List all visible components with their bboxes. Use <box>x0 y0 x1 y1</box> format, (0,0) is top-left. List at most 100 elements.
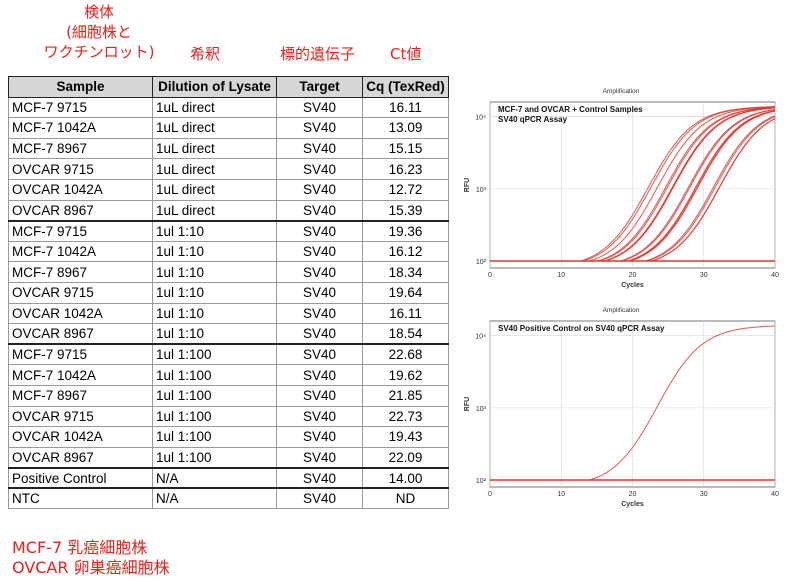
cell-dilution[interactable]: 1uL direct <box>152 178 277 201</box>
y-tick-label: 10³ <box>476 406 487 413</box>
cell-sample[interactable]: MCF-7 8967 <box>8 137 153 160</box>
cell-target[interactable]: SV40 <box>276 117 363 139</box>
cell-target[interactable]: SV40 <box>276 384 363 407</box>
cell-dilution[interactable]: 1ul 1:10 <box>152 302 277 325</box>
cell-sample[interactable]: OVCAR 8967 <box>8 323 153 345</box>
cell-sample[interactable]: OVCAR 9715 <box>8 281 153 304</box>
cell-target[interactable]: SV40 <box>276 281 363 304</box>
table-row: MCF-7 9715 1ul 1:10 SV40 19.36 <box>8 219 449 242</box>
cell-target[interactable]: SV40 <box>276 261 363 283</box>
cell-cq[interactable]: 13.09 <box>362 117 449 139</box>
x-tick-label: 10 <box>557 491 565 498</box>
cell-cq[interactable]: 15.39 <box>362 199 449 222</box>
cell-target[interactable]: SV40 <box>276 96 363 119</box>
cell-target[interactable]: SV40 <box>276 323 363 345</box>
cell-cq[interactable]: 16.11 <box>362 96 449 119</box>
cell-target[interactable]: SV40 <box>276 343 363 366</box>
cell-sample[interactable]: OVCAR 8967 <box>8 446 153 469</box>
cell-cq[interactable]: 19.64 <box>362 281 449 304</box>
chart-title: MCF-7 and OVCAR + Control Samples <box>498 105 643 114</box>
x-tick-label: 30 <box>700 491 708 498</box>
cell-sample[interactable]: NTC <box>8 487 153 510</box>
cell-dilution[interactable]: 1uL direct <box>152 137 277 160</box>
cell-dilution[interactable]: N/A <box>152 487 277 510</box>
cell-cq[interactable]: 22.73 <box>362 405 449 428</box>
cell-sample[interactable]: MCF-7 9715 <box>8 343 153 366</box>
cell-cq[interactable]: 16.11 <box>362 302 449 325</box>
cell-dilution[interactable]: 1uL direct <box>152 199 277 222</box>
cell-dilution[interactable]: 1ul 1:10 <box>152 240 277 263</box>
cell-cq[interactable]: 19.43 <box>362 426 449 448</box>
x-tick-label: 10 <box>557 272 565 279</box>
cell-sample[interactable]: OVCAR 9715 <box>8 158 153 180</box>
cell-target[interactable]: SV40 <box>276 446 363 469</box>
cell-target[interactable]: SV40 <box>276 302 363 325</box>
cell-cq[interactable]: 18.54 <box>362 323 449 345</box>
cell-target[interactable]: SV40 <box>276 137 363 160</box>
cell-dilution[interactable]: 1uL direct <box>152 117 277 139</box>
cell-cq[interactable]: 22.68 <box>362 343 449 366</box>
cell-cq[interactable]: 18.34 <box>362 261 449 283</box>
cell-dilution[interactable]: 1ul 1:100 <box>152 446 277 469</box>
cell-cq[interactable]: 21.85 <box>362 384 449 407</box>
cell-dilution[interactable]: N/A <box>152 466 277 489</box>
cell-target[interactable]: SV40 <box>276 219 363 242</box>
cell-sample[interactable]: Positive Control <box>8 466 153 489</box>
cell-cq[interactable]: 12.72 <box>362 178 449 201</box>
cell-dilution[interactable]: 1ul 1:100 <box>152 384 277 407</box>
cell-sample[interactable]: MCF-7 9715 <box>8 219 153 242</box>
cell-sample[interactable]: MCF-7 1042A <box>8 364 153 386</box>
cell-dilution[interactable]: 1ul 1:10 <box>152 219 277 242</box>
x-axis-label: Cycles <box>621 282 644 289</box>
chart-header: Amplification <box>603 88 640 95</box>
cell-cq[interactable]: 16.23 <box>362 158 449 180</box>
cell-cq[interactable]: 19.36 <box>362 219 449 242</box>
cell-cq[interactable]: 15.15 <box>362 137 449 160</box>
chart-header: Amplification <box>603 307 640 314</box>
cell-dilution[interactable]: 1uL direct <box>152 96 277 119</box>
amplification-plot-control: Amplification 0 10 20 30 40 10² 10³ 10⁴ Cycles RFU… <box>464 307 779 508</box>
cell-dilution[interactable]: 1ul 1:100 <box>152 426 277 448</box>
cell-cq[interactable]: 22.09 <box>362 446 449 469</box>
cell-target[interactable]: SV40 <box>276 240 363 263</box>
cell-dilution[interactable]: 1ul 1:10 <box>152 323 277 345</box>
cell-cq[interactable]: ND <box>362 487 449 510</box>
cell-cq[interactable]: 19.62 <box>362 364 449 386</box>
table-row: OVCAR 8967 1ul 1:100 SV40 22.09 <box>8 446 449 469</box>
cell-target[interactable]: SV40 <box>276 426 363 448</box>
y-tick-label: 10² <box>476 478 487 485</box>
table-row: OVCAR 1042A 1ul 1:100 SV40 19.43 <box>8 426 449 448</box>
cell-sample[interactable]: MCF-7 8967 <box>8 261 153 283</box>
cell-dilution[interactable]: 1ul 1:100 <box>152 343 277 366</box>
cell-sample[interactable]: OVCAR 1042A <box>8 302 153 325</box>
cell-target[interactable]: SV40 <box>276 487 363 510</box>
cell-target[interactable]: SV40 <box>276 466 363 489</box>
cell-dilution[interactable]: 1uL direct <box>152 158 277 180</box>
header-cq[interactable]: Cq (TexRed) <box>362 76 449 98</box>
cell-sample[interactable]: OVCAR 1042A <box>8 178 153 201</box>
table-row: Positive Control N/A SV40 14.00 <box>8 466 449 489</box>
cell-sample[interactable]: OVCAR 1042A <box>8 426 153 448</box>
cell-target[interactable]: SV40 <box>276 364 363 386</box>
cell-dilution[interactable]: 1ul 1:100 <box>152 364 277 386</box>
cell-sample[interactable]: MCF-7 1042A <box>8 117 153 139</box>
amplification-curve <box>490 106 776 262</box>
cell-target[interactable]: SV40 <box>276 405 363 428</box>
cell-dilution[interactable]: 1ul 1:10 <box>152 261 277 283</box>
cell-sample[interactable]: OVCAR 8967 <box>8 199 153 222</box>
cell-sample[interactable]: MCF-7 9715 <box>8 96 153 119</box>
cell-sample[interactable]: MCF-7 1042A <box>8 240 153 263</box>
cell-target[interactable]: SV40 <box>276 158 363 180</box>
cell-cq[interactable]: 16.12 <box>362 240 449 263</box>
cell-sample[interactable]: MCF-7 8967 <box>8 384 153 407</box>
header-dilution[interactable]: Dilution of Lysate <box>152 76 277 98</box>
cell-cq[interactable]: 14.00 <box>362 466 449 489</box>
header-sample[interactable]: Sample <box>8 76 153 98</box>
cell-sample[interactable]: OVCAR 9715 <box>8 405 153 428</box>
header-target[interactable]: Target <box>276 76 363 98</box>
table-row: OVCAR 8967 1ul 1:10 SV40 18.54 <box>8 323 449 345</box>
cell-target[interactable]: SV40 <box>276 178 363 201</box>
cell-dilution[interactable]: 1ul 1:10 <box>152 281 277 304</box>
cell-dilution[interactable]: 1ul 1:100 <box>152 405 277 428</box>
cell-target[interactable]: SV40 <box>276 199 363 222</box>
